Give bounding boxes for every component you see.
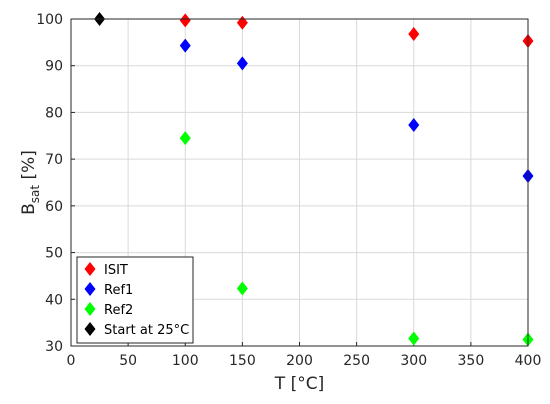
- legend-label-ref2: Ref2: [104, 303, 133, 318]
- x-tick-label: 0: [67, 353, 76, 369]
- legend-label-ref1: Ref1: [104, 283, 133, 298]
- y-tick-label: 50: [45, 246, 63, 262]
- legend-label-isit: ISIT: [104, 263, 128, 278]
- data-point-isit: [179, 13, 191, 28]
- y-tick-label: 60: [45, 199, 63, 215]
- plot-area-frame: [70, 18, 529, 347]
- y-tick-label: 70: [45, 152, 63, 168]
- legend-marker-ref2: [84, 302, 96, 316]
- data-point-ref2: [408, 331, 420, 346]
- data-point-ref2: [179, 131, 191, 146]
- y-axis-label: Bsat [%]: [19, 150, 42, 215]
- y-axis-label-main: B: [19, 203, 39, 215]
- x-tick-label: 400: [515, 353, 542, 369]
- data-points: [94, 12, 534, 347]
- legend: ISIT Ref1 Ref2 Start at 25°C: [76, 256, 194, 344]
- x-tick-label: 300: [400, 353, 427, 369]
- data-point-ref1: [179, 38, 191, 53]
- x-tick-label: 100: [172, 353, 199, 369]
- data-point-ref1: [236, 56, 248, 71]
- y-tick-label: 90: [45, 59, 63, 75]
- y-tick-label: 80: [45, 105, 63, 121]
- legend-box: [76, 256, 194, 344]
- x-tick-label: 200: [286, 353, 313, 369]
- data-point-isit: [236, 15, 248, 30]
- data-point-ref2: [236, 281, 248, 296]
- x-tick-label: 50: [119, 353, 137, 369]
- legend-marker-isit: [84, 262, 96, 276]
- y-tick-label: 100: [36, 12, 63, 28]
- x-tick-label: 150: [229, 353, 256, 369]
- y-axis-label-unit: [%]: [19, 150, 39, 185]
- y-tick-label: 40: [45, 292, 63, 308]
- legend-marker-ref1: [84, 282, 96, 296]
- legend-label-start-at-25-c: Start at 25°C: [104, 323, 189, 338]
- y-axis-label-subscript: sat: [28, 185, 42, 204]
- data-point-isit: [408, 26, 420, 41]
- tick-labels: 0 50 100 150 200 250 300 350 400 30 40 50 60 70 80 90 10…: [36, 12, 541, 369]
- x-axis-label: T [°C]: [274, 374, 324, 394]
- data-point-ref1: [408, 118, 420, 133]
- x-tick-label: 350: [458, 353, 485, 369]
- y-tick-label: 30: [45, 339, 63, 355]
- legend-marker-start-at-25-c: [84, 322, 96, 336]
- x-tick-label: 250: [343, 353, 370, 369]
